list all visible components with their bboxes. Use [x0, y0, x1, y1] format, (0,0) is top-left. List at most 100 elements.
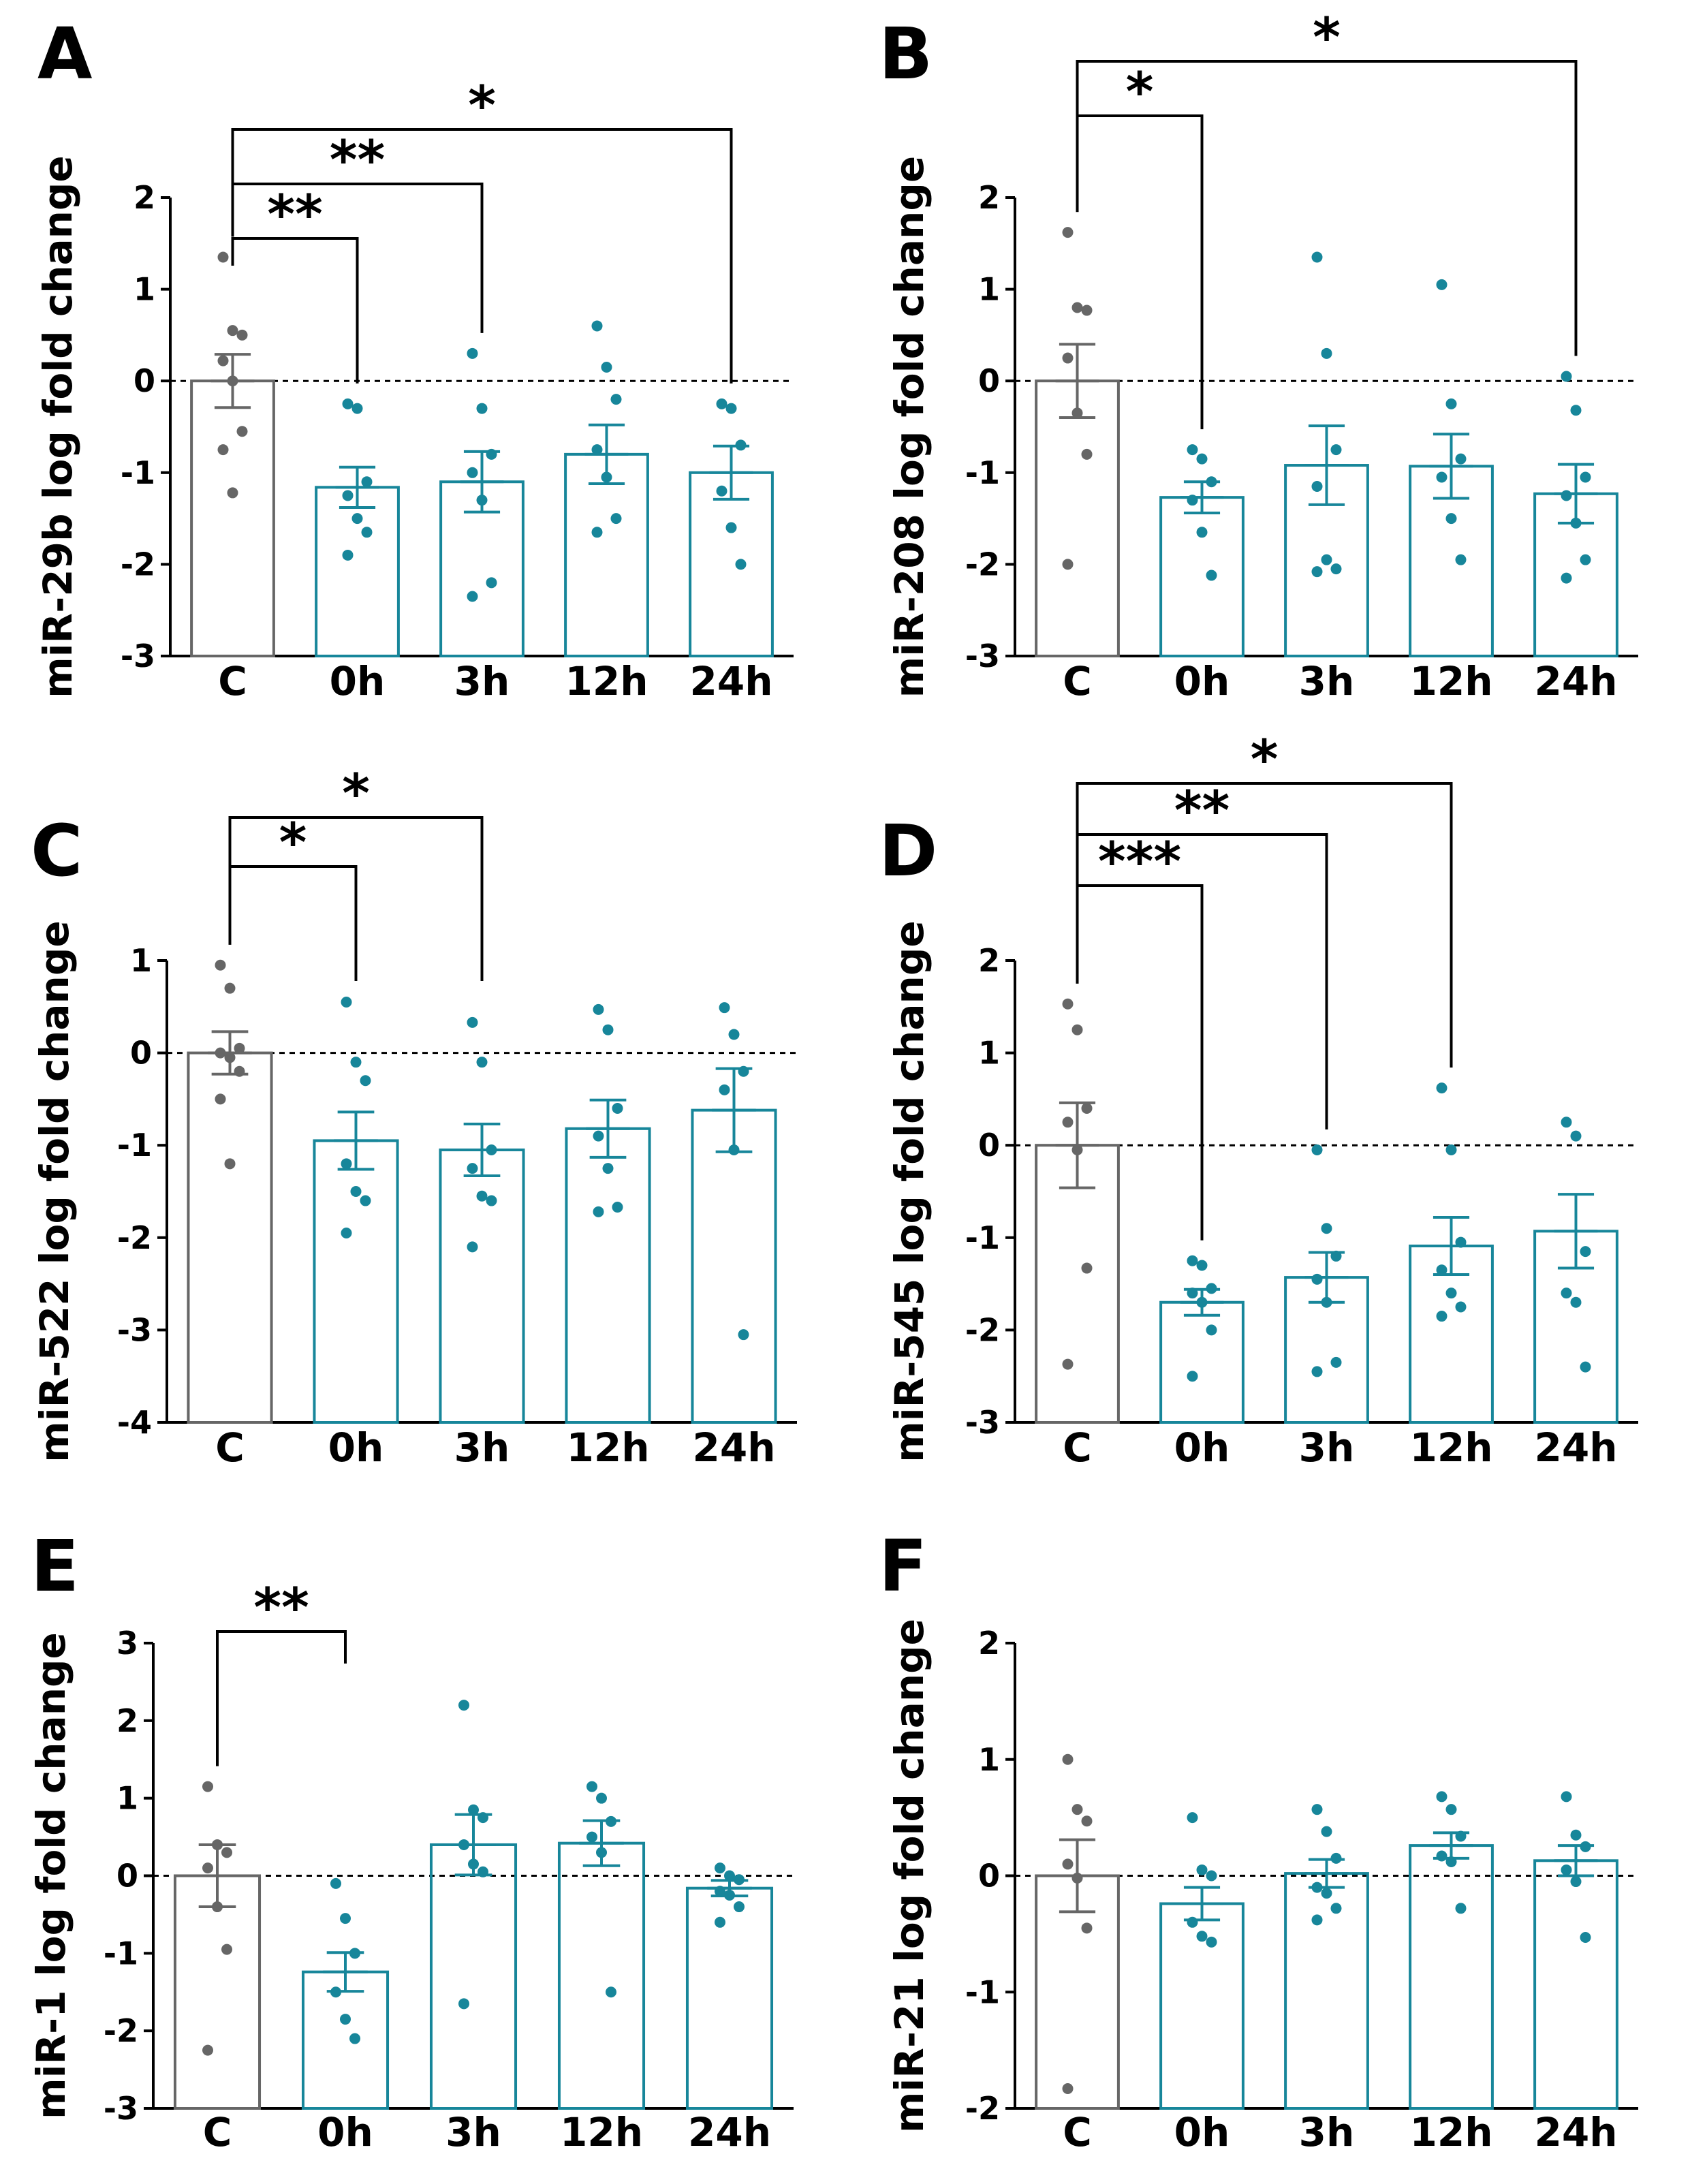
category-label: 12h [1409, 1424, 1492, 1471]
significance-stars: *** [1098, 832, 1181, 893]
data-point [1436, 471, 1448, 483]
data-point [1570, 517, 1582, 529]
data-point [1321, 1888, 1332, 1899]
data-point [467, 467, 478, 478]
data-point [1196, 1296, 1208, 1308]
data-point [1206, 476, 1217, 488]
data-point [1187, 1812, 1198, 1824]
data-point [215, 1093, 226, 1105]
data-point [227, 375, 238, 387]
data-point [349, 1948, 360, 1959]
category-label: 0h [1174, 2109, 1230, 2155]
y-tick-label: 0 [134, 362, 155, 399]
y-tick-label: -1 [965, 454, 1000, 491]
data-point [360, 1195, 371, 1206]
bar-12h [1409, 1844, 1494, 2110]
data-point [1187, 495, 1198, 506]
data-point [340, 1913, 351, 1924]
significance-stars: * [1313, 7, 1341, 69]
data-point [458, 1998, 469, 2010]
category-label: 12h [565, 658, 648, 704]
data-point [476, 1057, 488, 1068]
data-point [234, 1065, 245, 1077]
y-tick-label: 0 [116, 1858, 138, 1894]
data-point [738, 1065, 749, 1077]
data-point [476, 1190, 488, 1202]
data-point [1206, 1283, 1217, 1294]
category-label: 3h [445, 2109, 501, 2155]
y-tick-label: 0 [978, 1127, 1000, 1164]
y-tick-label: -2 [104, 2012, 138, 2049]
data-point [606, 1815, 616, 1827]
category-label: 0h [1174, 658, 1230, 704]
data-point [486, 577, 497, 589]
data-point [612, 1202, 623, 1213]
y-axis-label: miR-21 log fold change [886, 1619, 933, 2133]
y-tick-label: -1 [104, 1935, 138, 1971]
data-point [341, 997, 352, 1008]
data-point [342, 398, 354, 409]
data-point [468, 1804, 479, 1815]
data-point [734, 1874, 745, 1886]
category-label: 24h [692, 1424, 775, 1471]
data-point [1062, 1117, 1074, 1128]
category-label: 12h [1409, 2109, 1492, 2155]
data-point [360, 1075, 371, 1087]
data-point [202, 1781, 213, 1792]
data-point [1330, 1250, 1342, 1262]
data-point [1570, 1296, 1582, 1308]
data-point [1206, 1870, 1217, 1882]
data-point [601, 362, 612, 373]
data-point [602, 1163, 614, 1174]
panel-letter: B [879, 12, 933, 95]
y-tick-label: 0 [130, 1035, 152, 1072]
data-point [1321, 1826, 1332, 1837]
significance-bracket [1076, 884, 1204, 1241]
data-point [1436, 1311, 1448, 1322]
y-tick-label: -3 [121, 638, 155, 674]
data-point [1071, 1144, 1083, 1155]
data-point [236, 329, 248, 341]
bar-24h [1533, 1859, 1618, 2110]
data-point [1580, 1361, 1591, 1373]
data-point [1330, 563, 1342, 575]
category-label: 3h [1299, 658, 1355, 704]
data-point [1206, 1324, 1217, 1336]
data-point [1062, 352, 1074, 364]
data-point [728, 1144, 740, 1155]
data-point [341, 1228, 352, 1239]
y-tick-label: -2 [965, 546, 1000, 582]
data-point [1187, 1255, 1198, 1266]
data-point [486, 448, 497, 460]
significance-bracket [231, 128, 733, 384]
data-point [1062, 1753, 1074, 1765]
y-tick-label: 2 [116, 1702, 138, 1739]
significance-bracket [1076, 60, 1578, 356]
data-point [1062, 1358, 1074, 1370]
data-point [728, 1029, 740, 1040]
panel-letter: D [879, 809, 937, 892]
data-point [342, 549, 354, 561]
data-point [1445, 1856, 1457, 1868]
data-point [1071, 407, 1083, 419]
bar-0h [1159, 1300, 1245, 1424]
y-tick-label: 1 [134, 271, 155, 308]
bar-24h [685, 1886, 774, 2110]
data-point [340, 2014, 351, 2025]
data-point [1445, 1144, 1457, 1155]
data-point [593, 1130, 604, 1142]
data-point [725, 522, 737, 533]
data-point [1580, 554, 1591, 565]
data-point [361, 527, 373, 538]
data-point [1436, 1264, 1448, 1276]
data-point [234, 1042, 245, 1054]
significance-stars: ** [330, 130, 386, 191]
data-point [478, 1866, 488, 1877]
data-point [1561, 490, 1572, 501]
data-point [586, 1781, 597, 1792]
category-label: 0h [317, 2109, 373, 2155]
y-tick-label: -2 [965, 2090, 1000, 2127]
